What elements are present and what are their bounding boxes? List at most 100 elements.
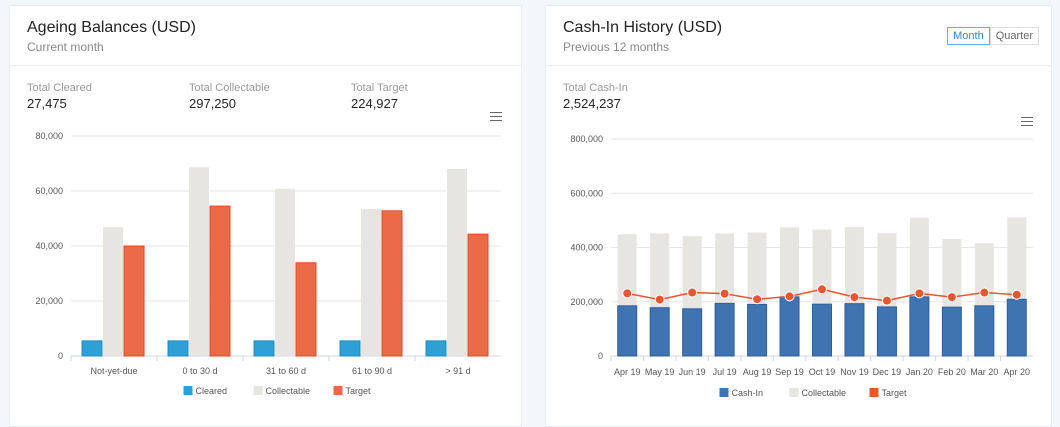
x-tick-label: Oct 19 — [809, 367, 836, 377]
stat-value: 2,524,237 — [563, 96, 621, 111]
target-point — [1011, 289, 1022, 300]
ageing-chart: 0 20,000 40,000 60,000 80,000 Not-yet-due 0 to… — [35, 131, 501, 396]
x-tick-label: May 19 — [645, 367, 675, 377]
bar-collectable — [361, 208, 381, 356]
bar-collectable — [447, 169, 467, 356]
bar-cleared — [339, 340, 361, 357]
stat-total-cash-in: Total Cash-In 2,524,237 — [563, 82, 628, 111]
bar-cash-in — [876, 306, 897, 357]
stat-total-collectable: Total Collectable 297,250 — [189, 82, 270, 111]
x-tick-label: > 91 d — [445, 366, 470, 376]
bar-target — [295, 262, 317, 357]
y-tick-label: 40,000 — [35, 241, 63, 251]
card-subtitle: Previous 12 months — [563, 40, 670, 54]
legend-label: Collectable — [266, 386, 311, 396]
bar-cleared — [253, 340, 275, 357]
y-tick-label: 200,000 — [570, 297, 603, 307]
bar-target — [467, 233, 489, 357]
stat-label: Total Target — [351, 82, 408, 94]
bar-target — [209, 205, 231, 357]
stat-label: Total Collectable — [189, 82, 270, 94]
legend-label: Cash-In — [732, 388, 764, 398]
legend-swatch — [789, 388, 799, 397]
legend-label: Target — [346, 386, 372, 396]
bar-target — [381, 210, 403, 357]
bar-cleared — [425, 340, 447, 357]
ageing-balances-card: Ageing Balances (USD) Current month Tota… — [9, 5, 522, 427]
bar-cash-in — [779, 296, 800, 357]
target-point — [752, 294, 763, 305]
card-header: Cash-In History (USD) Previous 12 months… — [546, 6, 1051, 66]
legend-swatch — [719, 388, 729, 397]
y-tick-label: 20,000 — [35, 296, 63, 306]
y-tick-label: 800,000 — [570, 134, 603, 144]
bar-cash-in — [941, 306, 962, 357]
target-point — [622, 288, 633, 299]
bar-cash-in — [682, 308, 703, 357]
target-point — [654, 294, 665, 305]
x-tick-label: Dec 19 — [873, 367, 902, 377]
bar-cleared — [167, 340, 189, 357]
x-tick-label: 31 to 60 d — [266, 366, 306, 376]
cash-in-chart: 0 200,000 400,000 600,000 800,000 Apr 19 May 1… — [570, 134, 1033, 398]
stat-total-target: Total Target 224,927 — [351, 82, 408, 111]
stat-value: 27,475 — [27, 96, 67, 111]
y-tick-label: 80,000 — [35, 131, 63, 141]
x-tick-label: Jun 19 — [679, 367, 706, 377]
bar-cash-in — [747, 303, 768, 357]
stat-label: Total Cleared — [27, 82, 92, 94]
legend-label: Target — [882, 388, 908, 398]
legend-swatch — [869, 388, 879, 397]
target-point — [946, 292, 957, 303]
target-point — [881, 295, 892, 306]
x-tick-label: Jan 20 — [906, 367, 933, 377]
legend-swatch — [253, 386, 263, 395]
x-tick-label: Sep 19 — [775, 367, 804, 377]
y-tick-label: 60,000 — [35, 186, 63, 196]
stat-label: Total Cash-In — [563, 82, 628, 94]
bar-target — [123, 245, 145, 357]
y-tick-label: 600,000 — [570, 188, 603, 198]
legend-label: Collectable — [802, 388, 847, 398]
hamburger-menu-icon[interactable] — [490, 112, 502, 121]
stat-total-cleared: Total Cleared 27,475 — [27, 82, 92, 111]
bar-cash-in — [812, 303, 832, 357]
cash-in-history-card: Cash-In History (USD) Previous 12 months… — [545, 5, 1052, 427]
target-point — [817, 284, 827, 295]
bar-cash-in — [974, 305, 995, 357]
x-tick-label: Apr 20 — [1004, 367, 1031, 377]
stat-value: 224,927 — [351, 96, 398, 111]
toggle-quarter-button[interactable]: Quarter — [989, 27, 1039, 45]
bar-cash-in — [617, 305, 638, 357]
legend-swatch — [333, 386, 343, 395]
bar-cash-in — [1006, 298, 1027, 357]
target-point — [914, 288, 925, 299]
legend-swatch — [183, 386, 193, 395]
card-header: Ageing Balances (USD) Current month — [10, 6, 521, 66]
target-point — [979, 287, 990, 298]
hamburger-menu-icon[interactable] — [1021, 117, 1033, 126]
target-point — [719, 288, 730, 299]
legend-label: Cleared — [196, 386, 228, 396]
bar-collectable — [275, 188, 295, 356]
stat-value: 297,250 — [189, 96, 236, 111]
bar-cash-in — [909, 296, 930, 357]
target-point — [784, 291, 795, 302]
target-point — [849, 292, 860, 303]
x-tick-label: Apr 19 — [614, 367, 641, 377]
x-tick-label: Nov 19 — [840, 367, 869, 377]
card-title: Ageing Balances (USD) — [27, 19, 196, 36]
x-tick-label: Not-yet-due — [90, 366, 137, 376]
x-tick-label: Jul 19 — [713, 367, 737, 377]
x-tick-label: Feb 20 — [938, 367, 966, 377]
toggle-month-button[interactable]: Month — [947, 27, 990, 45]
bar-cleared — [81, 340, 103, 357]
x-tick-label: Mar 20 — [970, 367, 998, 377]
bar-collectable — [189, 167, 209, 356]
card-subtitle: Current month — [27, 40, 104, 54]
x-tick-label: 0 to 30 d — [182, 366, 217, 376]
bar-cash-in — [649, 307, 670, 357]
y-tick-label: 0 — [598, 351, 603, 361]
bar-collectable — [103, 227, 123, 356]
target-point — [687, 287, 698, 298]
